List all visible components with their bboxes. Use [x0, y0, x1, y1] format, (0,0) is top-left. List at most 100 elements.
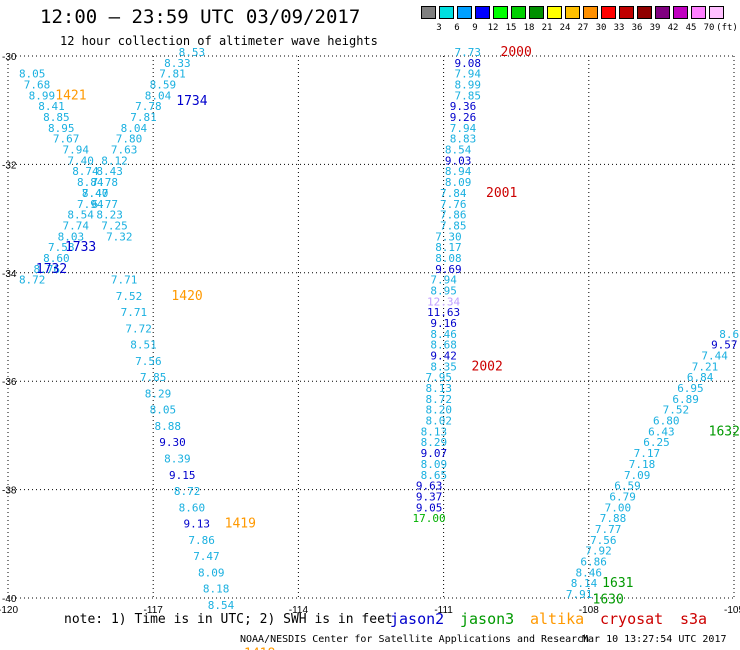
colorbar-swatch: [619, 6, 634, 19]
colorbar-label: (ft): [716, 23, 738, 33]
wave-height-label: 11.63: [427, 306, 460, 319]
wave-height-label: 8.13: [421, 425, 448, 438]
colorbar-swatch: [655, 6, 670, 19]
x-tick-label: -114: [289, 605, 309, 616]
wave-height-label: 6.79: [609, 490, 636, 503]
pass-number-label: 1733: [65, 240, 96, 255]
wave-height-label: 8.02: [426, 415, 453, 428]
y-tick-label: -30: [2, 52, 17, 63]
pass-number-label: 1734: [176, 94, 207, 109]
wave-height-label: 8.83: [450, 133, 477, 146]
x-tick-label: -120: [0, 605, 18, 616]
colorbar-swatch: [637, 6, 652, 19]
colorbar-label: 39: [649, 23, 661, 33]
legend-s3a: s3a: [680, 610, 708, 628]
colorbar-swatch: [511, 6, 526, 19]
colorbar-swatch: [565, 6, 580, 19]
colorbar-swatch: [493, 6, 508, 19]
wave-height-label: 7.32: [106, 230, 133, 243]
wave-height-label: 9.08: [455, 57, 482, 70]
wave-height-label: 7.52: [663, 404, 690, 417]
wave-height-label: 9.03: [445, 154, 472, 167]
wave-height-label: 8.29: [421, 436, 448, 449]
wave-height-label: 9.30: [159, 436, 186, 449]
wave-height-label: 8.76: [33, 263, 60, 276]
colorbar-swatch: [547, 6, 562, 19]
colorbar-swatch: [673, 6, 688, 19]
colorbar-swatch: [457, 6, 472, 19]
wave-height-label: 7.94: [77, 198, 104, 211]
wave-height-label: 8.88: [154, 420, 181, 433]
wave-height-label: 7.94: [455, 68, 482, 81]
colorbar-label: 15: [505, 23, 517, 33]
wave-height-label: 7.40: [82, 187, 109, 200]
colorbar-swatch: [709, 6, 724, 19]
pass-number-label: 1632: [709, 424, 740, 439]
colorbar-swatch: [475, 6, 490, 19]
wave-height-label: 8.54: [208, 599, 235, 612]
units-note: note: 1) Time is in UTC; 2) SWH is in fe…: [64, 612, 393, 627]
wave-height-label: 7.72: [125, 322, 152, 335]
pass-number-label: 1421: [55, 88, 86, 103]
colorbar-swatch: [529, 6, 544, 19]
x-tick-label: -111: [434, 605, 453, 616]
wave-height-label: 7.56: [590, 534, 617, 547]
wave-height-label: 8.51: [130, 339, 157, 352]
wave-height-label: 7.85: [455, 89, 482, 102]
wave-height-label: 8.72: [426, 393, 453, 406]
wave-height-label: 8.6: [719, 328, 739, 341]
wave-height-label: 7.71: [121, 306, 148, 319]
colorbar-swatch: [601, 6, 616, 19]
wave-height-label: 8.47: [82, 187, 109, 200]
wave-height-label: 8.60: [43, 252, 70, 265]
wave-height-label: 8.46: [576, 566, 603, 579]
x-tick-label: -108: [579, 605, 599, 616]
wave-height-label: 7.21: [692, 360, 719, 373]
wave-height-label: 7.18: [629, 458, 656, 471]
wave-height-label: 7.00: [605, 501, 632, 514]
wave-height-label: 6.25: [643, 436, 670, 449]
wave-height-label: 6.59: [614, 480, 641, 493]
wave-height-label: 7.80: [116, 133, 143, 146]
wave-height-label: 7.30: [435, 230, 462, 243]
colorbar-swatch: [421, 6, 436, 19]
wave-height-label: 8.85: [43, 111, 70, 124]
footer-credit: NOAA/NESDIS Center for Satellite Applica…: [240, 634, 590, 645]
wave-height-label: 6.43: [648, 425, 675, 438]
wave-height-label: 7.67: [53, 133, 80, 146]
wave-height-label: 7.63: [111, 144, 138, 157]
wave-height-label: 7.71: [111, 274, 138, 287]
wave-height-label: 7.78: [92, 176, 119, 189]
wave-height-label: 6.86: [580, 555, 607, 568]
wave-height-label: 7.74: [63, 219, 90, 232]
wave-height-label: 8.09: [445, 176, 472, 189]
x-tick-label: -105: [724, 605, 740, 616]
wave-height-label: 8.72: [174, 485, 201, 498]
colorbar-label: 9: [472, 23, 478, 33]
legend-jason3: jason3: [460, 610, 515, 628]
wave-height-label: 8.95: [430, 284, 457, 297]
colorbar-label: 45: [685, 23, 697, 33]
colorbar-label: 33: [613, 23, 625, 33]
wave-height-label: 7.77: [595, 523, 622, 536]
wave-height-label: 8.54: [67, 209, 94, 222]
y-tick-label: -32: [2, 160, 17, 171]
wave-height-label: 8.65: [421, 469, 448, 482]
colorbar-label: 21: [541, 23, 553, 33]
pass-number-label: 1418: [244, 647, 275, 650]
wave-height-label: 8.04: [121, 122, 148, 135]
y-tick-label: -38: [2, 486, 17, 497]
colorbar-label: 24: [559, 23, 571, 33]
wave-height-label: 7.81: [130, 111, 157, 124]
wave-height-label: 12.34: [427, 295, 460, 308]
wave-height-label: 8.35: [430, 360, 457, 373]
wave-height-label: 9.16: [430, 317, 457, 330]
legend-altika: altika: [530, 610, 585, 628]
wave-height-label: 9.05: [416, 501, 443, 514]
wave-height-label: 8.18: [203, 583, 230, 596]
colorbar-label: 70: [703, 23, 715, 33]
pass-number-label: 2002: [472, 359, 503, 374]
legend-cryosat: cryosat: [600, 610, 664, 628]
wave-height-label: 8.39: [164, 453, 191, 466]
wave-height-label: 8.03: [58, 230, 85, 243]
